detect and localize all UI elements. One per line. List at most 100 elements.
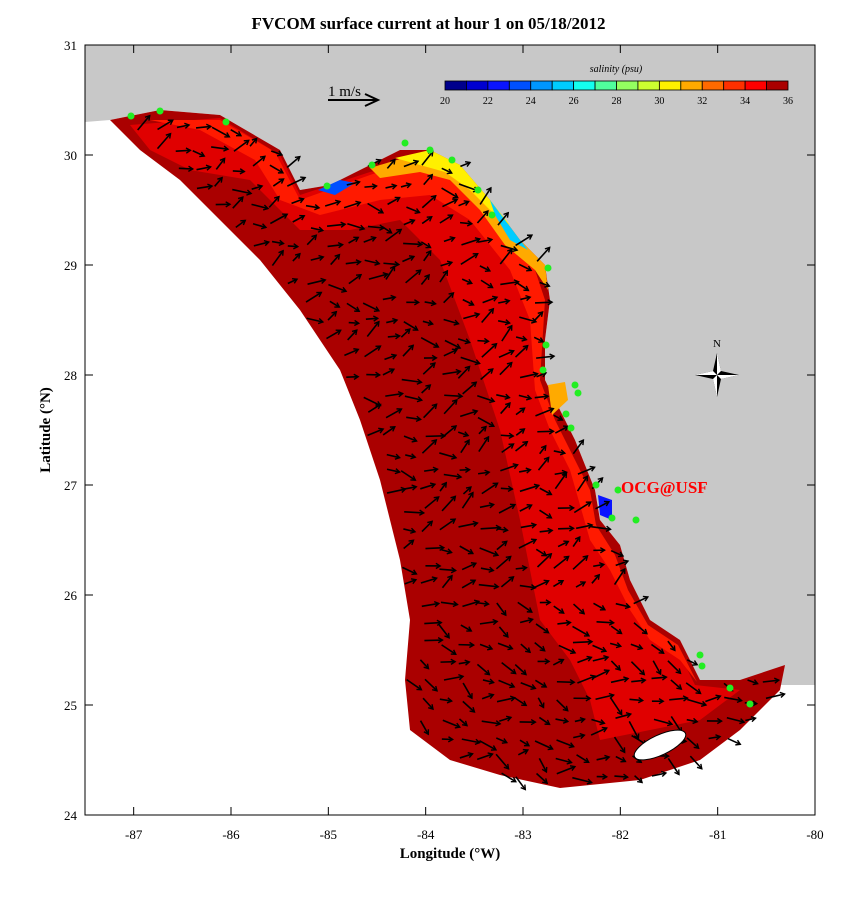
colorbar-swatch [487, 80, 510, 91]
station-marker [488, 211, 496, 219]
station-marker [592, 481, 600, 489]
current-arrow [386, 317, 399, 325]
arrow-shaft [441, 167, 453, 174]
current-arrow [330, 253, 341, 266]
x-tick-label: -81 [709, 827, 726, 842]
arrow-head [599, 605, 607, 611]
arrow-head [464, 439, 470, 446]
arrow-head [568, 742, 575, 749]
arrow-shaft [330, 254, 341, 266]
arrow-head [410, 527, 417, 534]
current-arrow [477, 600, 490, 607]
arrow-head [389, 426, 396, 432]
arrow-head [502, 526, 509, 533]
arrow-shaft [192, 150, 205, 157]
current-arrow [514, 663, 527, 676]
arrow-head [523, 740, 531, 747]
current-arrow [367, 403, 382, 413]
arrow-head [447, 736, 455, 743]
arrow-shaft [520, 296, 531, 301]
arrow-shaft [496, 696, 516, 703]
current-arrow [286, 176, 307, 187]
current-arrow [630, 643, 644, 651]
arrow-head [546, 513, 553, 519]
current-arrow [577, 465, 596, 475]
current-arrow [591, 525, 612, 532]
current-arrow [592, 644, 608, 653]
arrow-shaft [364, 259, 380, 265]
arrow-shaft [762, 679, 779, 683]
arrow-head [587, 638, 594, 646]
current-arrow [385, 183, 398, 190]
arrow-shaft [610, 549, 624, 557]
arrow-shaft [307, 279, 326, 285]
current-arrow [400, 470, 417, 481]
arrow-head [526, 265, 533, 272]
arrow-head [425, 249, 432, 256]
current-arrow [518, 538, 538, 549]
station-marker [222, 118, 230, 126]
current-arrow [558, 644, 577, 655]
station-marker [448, 156, 456, 164]
arrow-shaft [535, 623, 549, 634]
arrow-head [260, 223, 268, 230]
arrow-head [372, 315, 380, 322]
current-arrow [706, 717, 723, 725]
current-arrow [556, 678, 576, 686]
arrow-shaft [458, 718, 468, 727]
current-arrow [553, 579, 565, 588]
arrow-head [585, 695, 592, 702]
arrow-shaft [479, 503, 494, 509]
current-arrow [440, 260, 454, 267]
arrow-shaft [439, 270, 449, 283]
arrow-head [217, 176, 223, 183]
arrow-head [616, 709, 623, 716]
current-arrow [425, 544, 446, 552]
station-marker [544, 264, 552, 272]
arrow-head [464, 338, 471, 345]
arrow-shaft [496, 602, 507, 616]
arrow-shaft [496, 394, 510, 399]
x-axis: -87 -86 -85 -84 -83 -82 -81 -80 [125, 45, 824, 842]
arrow-head [637, 644, 644, 651]
current-arrow [633, 595, 650, 605]
arrow-head [506, 248, 513, 255]
current-arrow [347, 329, 358, 341]
arrow-head [583, 631, 591, 637]
arrow-shaft [403, 435, 417, 442]
arrow-head [488, 502, 495, 509]
arrow-shaft [406, 416, 421, 421]
arrow-shaft [687, 698, 707, 706]
arrow-head [505, 715, 513, 722]
chart-title: FVCOM surface current at hour 1 on 05/18… [251, 14, 606, 33]
arrow-shaft [685, 682, 701, 695]
current-arrow [458, 200, 470, 207]
arrow-shaft [592, 656, 609, 662]
current-arrow [613, 567, 626, 585]
arrow-head [501, 540, 508, 547]
current-arrow [689, 755, 703, 770]
arrow-head [433, 600, 441, 608]
arrow-shaft [423, 403, 438, 419]
arrow-shaft [590, 727, 608, 736]
arrow-head [548, 407, 555, 414]
current-arrow [400, 182, 412, 189]
arrow-head [414, 208, 421, 214]
current-arrow [440, 658, 457, 665]
station-markers [127, 107, 754, 708]
arrow-shaft [421, 216, 433, 225]
current-arrow [686, 717, 699, 725]
current-arrow [610, 549, 625, 558]
arrow-head [739, 718, 746, 725]
current-arrow [519, 483, 541, 493]
arrow-shaft [461, 562, 477, 571]
arrow-shaft [306, 234, 317, 246]
current-arrow [576, 475, 589, 492]
arrow-head [520, 669, 527, 676]
current-arrow [535, 407, 555, 417]
current-arrow [629, 696, 645, 704]
arrow-shaft [363, 236, 376, 243]
current-arrow [537, 428, 555, 435]
arrow-shaft [615, 560, 629, 567]
arrow-shaft [705, 695, 721, 703]
